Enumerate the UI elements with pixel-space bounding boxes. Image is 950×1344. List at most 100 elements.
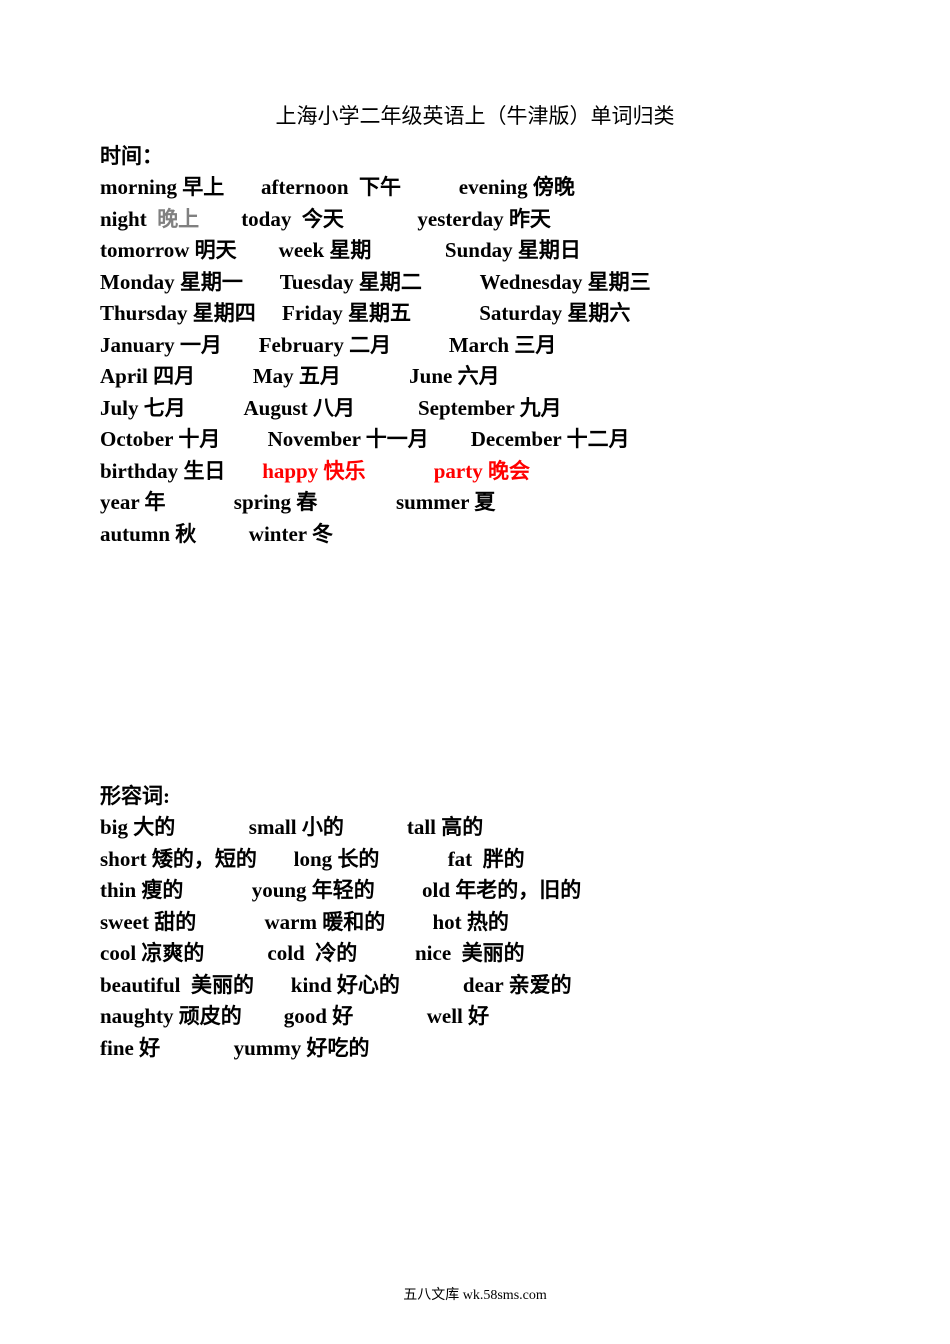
english-word: July [100, 396, 139, 420]
chinese-translation: 一月 [175, 333, 259, 357]
english-word: May [253, 364, 294, 388]
chinese-translation: 美丽的 [186, 973, 291, 997]
english-word: January [100, 333, 175, 357]
chinese-translation: 夏 [469, 490, 495, 514]
english-word: cool [100, 941, 136, 965]
english-word: warm [264, 910, 316, 934]
vocabulary-line: big 大的 small 小的 tall 高的 [100, 812, 850, 844]
english-word: today [241, 207, 296, 231]
english-word: autumn [100, 522, 170, 546]
english-word: August [244, 396, 308, 420]
vocabulary-line: night 晚上 today 今天 yesterday 昨天 [100, 204, 850, 236]
chinese-translation: 七月 [139, 396, 244, 420]
chinese-translation: 秋 [170, 522, 249, 546]
chinese-translation: 晚会 [483, 459, 530, 483]
chinese-translation: 星期 [324, 238, 445, 262]
chinese-translation: 星期四 [188, 301, 283, 325]
chinese-translation: 年老的，旧的 [450, 878, 581, 902]
chinese-translation: 十一月 [361, 427, 471, 451]
vocabulary-line: Thursday 星期四 Friday 星期五 Saturday 星期六 [100, 298, 850, 330]
adjective-vocabulary-section: big 大的 small 小的 tall 高的short 矮的，短的 long … [100, 812, 850, 1064]
vocabulary-line: autumn 秋 winter 冬 [100, 519, 850, 551]
english-word: thin [100, 878, 136, 902]
english-word: week [279, 238, 325, 262]
page-title: 上海小学二年级英语上（牛津版）单词归类 [100, 100, 850, 130]
chinese-translation: 下午 [354, 175, 459, 199]
chinese-translation: 九月 [514, 396, 561, 420]
chinese-translation: 大的 [128, 815, 249, 839]
english-word: winter [249, 522, 307, 546]
english-word: kind [291, 973, 332, 997]
chinese-translation: 八月 [308, 396, 418, 420]
english-word: old [422, 878, 450, 902]
english-word: party [434, 459, 483, 483]
english-word: evening [459, 175, 528, 199]
chinese-translation: 昨天 [504, 207, 551, 231]
vocabulary-line: April 四月 May 五月 June 六月 [100, 361, 850, 393]
chinese-translation: 星期二 [354, 270, 480, 294]
chinese-translation: 胖的 [477, 847, 524, 871]
vocabulary-line: cool 凉爽的 cold 冷的 nice 美丽的 [100, 938, 850, 970]
english-word: afternoon [261, 175, 354, 199]
english-word: small [249, 815, 297, 839]
chinese-translation: 早上 [177, 175, 261, 199]
english-word: October [100, 427, 173, 451]
vocabulary-line: beautiful 美丽的 kind 好心的 dear 亲爱的 [100, 970, 850, 1002]
english-word: birthday [100, 459, 178, 483]
vocabulary-line: October 十月 November 十一月 December 十二月 [100, 424, 850, 456]
english-word: dear [463, 973, 503, 997]
chinese-translation: 美丽的 [456, 941, 524, 965]
vocabulary-line: short 矮的，短的 long 长的 fat 胖的 [100, 844, 850, 876]
vocabulary-line: sweet 甜的 warm 暖和的 hot 热的 [100, 907, 850, 939]
english-word: Tuesday [280, 270, 354, 294]
english-word: September [418, 396, 514, 420]
chinese-translation: 四月 [148, 364, 253, 388]
chinese-translation: 星期三 [582, 270, 650, 294]
chinese-translation: 暖和的 [317, 910, 433, 934]
english-word: tomorrow [100, 238, 189, 262]
chinese-translation: 好吃的 [301, 1036, 369, 1060]
chinese-translation: 高的 [436, 815, 483, 839]
chinese-translation: 好 [463, 1004, 489, 1028]
english-word: naughty [100, 1004, 174, 1028]
vocabulary-line: tomorrow 明天 week 星期 Sunday 星期日 [100, 235, 850, 267]
chinese-translation: 冷的 [310, 941, 415, 965]
footer-text: 五八文库 wk.58sms.com [0, 1284, 950, 1304]
vocabulary-line: thin 瘦的 young 年轻的 old 年老的，旧的 [100, 875, 850, 907]
english-word: yummy [234, 1036, 302, 1060]
chinese-translation: 星期五 [343, 301, 480, 325]
english-word: happy [262, 459, 318, 483]
english-word: sweet [100, 910, 149, 934]
chinese-translation: 傍晚 [528, 175, 575, 199]
vocabulary-line: fine 好 yummy 好吃的 [100, 1033, 850, 1065]
chinese-translation: 热的 [462, 910, 509, 934]
chinese-translation: 顽皮的 [174, 1004, 284, 1028]
section-gap [100, 550, 850, 780]
english-word: short [100, 847, 147, 871]
chinese-translation: 长的 [332, 847, 448, 871]
english-word: night [100, 207, 152, 231]
vocabulary-line: morning 早上 afternoon 下午 evening 傍晚 [100, 172, 850, 204]
chinese-translation: 明天 [189, 238, 278, 262]
chinese-translation: 六月 [452, 364, 499, 388]
english-word: well [427, 1004, 463, 1028]
english-word: fat [448, 847, 478, 871]
english-word: Saturday [479, 301, 562, 325]
english-word: Thursday [100, 301, 188, 325]
chinese-translation: 年轻的 [307, 878, 423, 902]
chinese-translation: 二月 [344, 333, 449, 357]
chinese-translation: 亲爱的 [503, 973, 571, 997]
english-word: Sunday [445, 238, 513, 262]
english-word: beautiful [100, 973, 186, 997]
vocabulary-line: Monday 星期一 Tuesday 星期二 Wednesday 星期三 [100, 267, 850, 299]
chinese-translation: 晚上 [152, 207, 241, 231]
chinese-translation: 好心的 [332, 973, 463, 997]
chinese-translation: 星期六 [562, 301, 630, 325]
vocabulary-line: year 年 spring 春 summer 夏 [100, 487, 850, 519]
english-word: March [449, 333, 509, 357]
time-vocabulary-section: morning 早上 afternoon 下午 evening 傍晚night … [100, 172, 850, 550]
english-word: June [409, 364, 452, 388]
chinese-translation: 矮的，短的 [147, 847, 294, 871]
english-word: cold [267, 941, 310, 965]
english-word: long [294, 847, 333, 871]
